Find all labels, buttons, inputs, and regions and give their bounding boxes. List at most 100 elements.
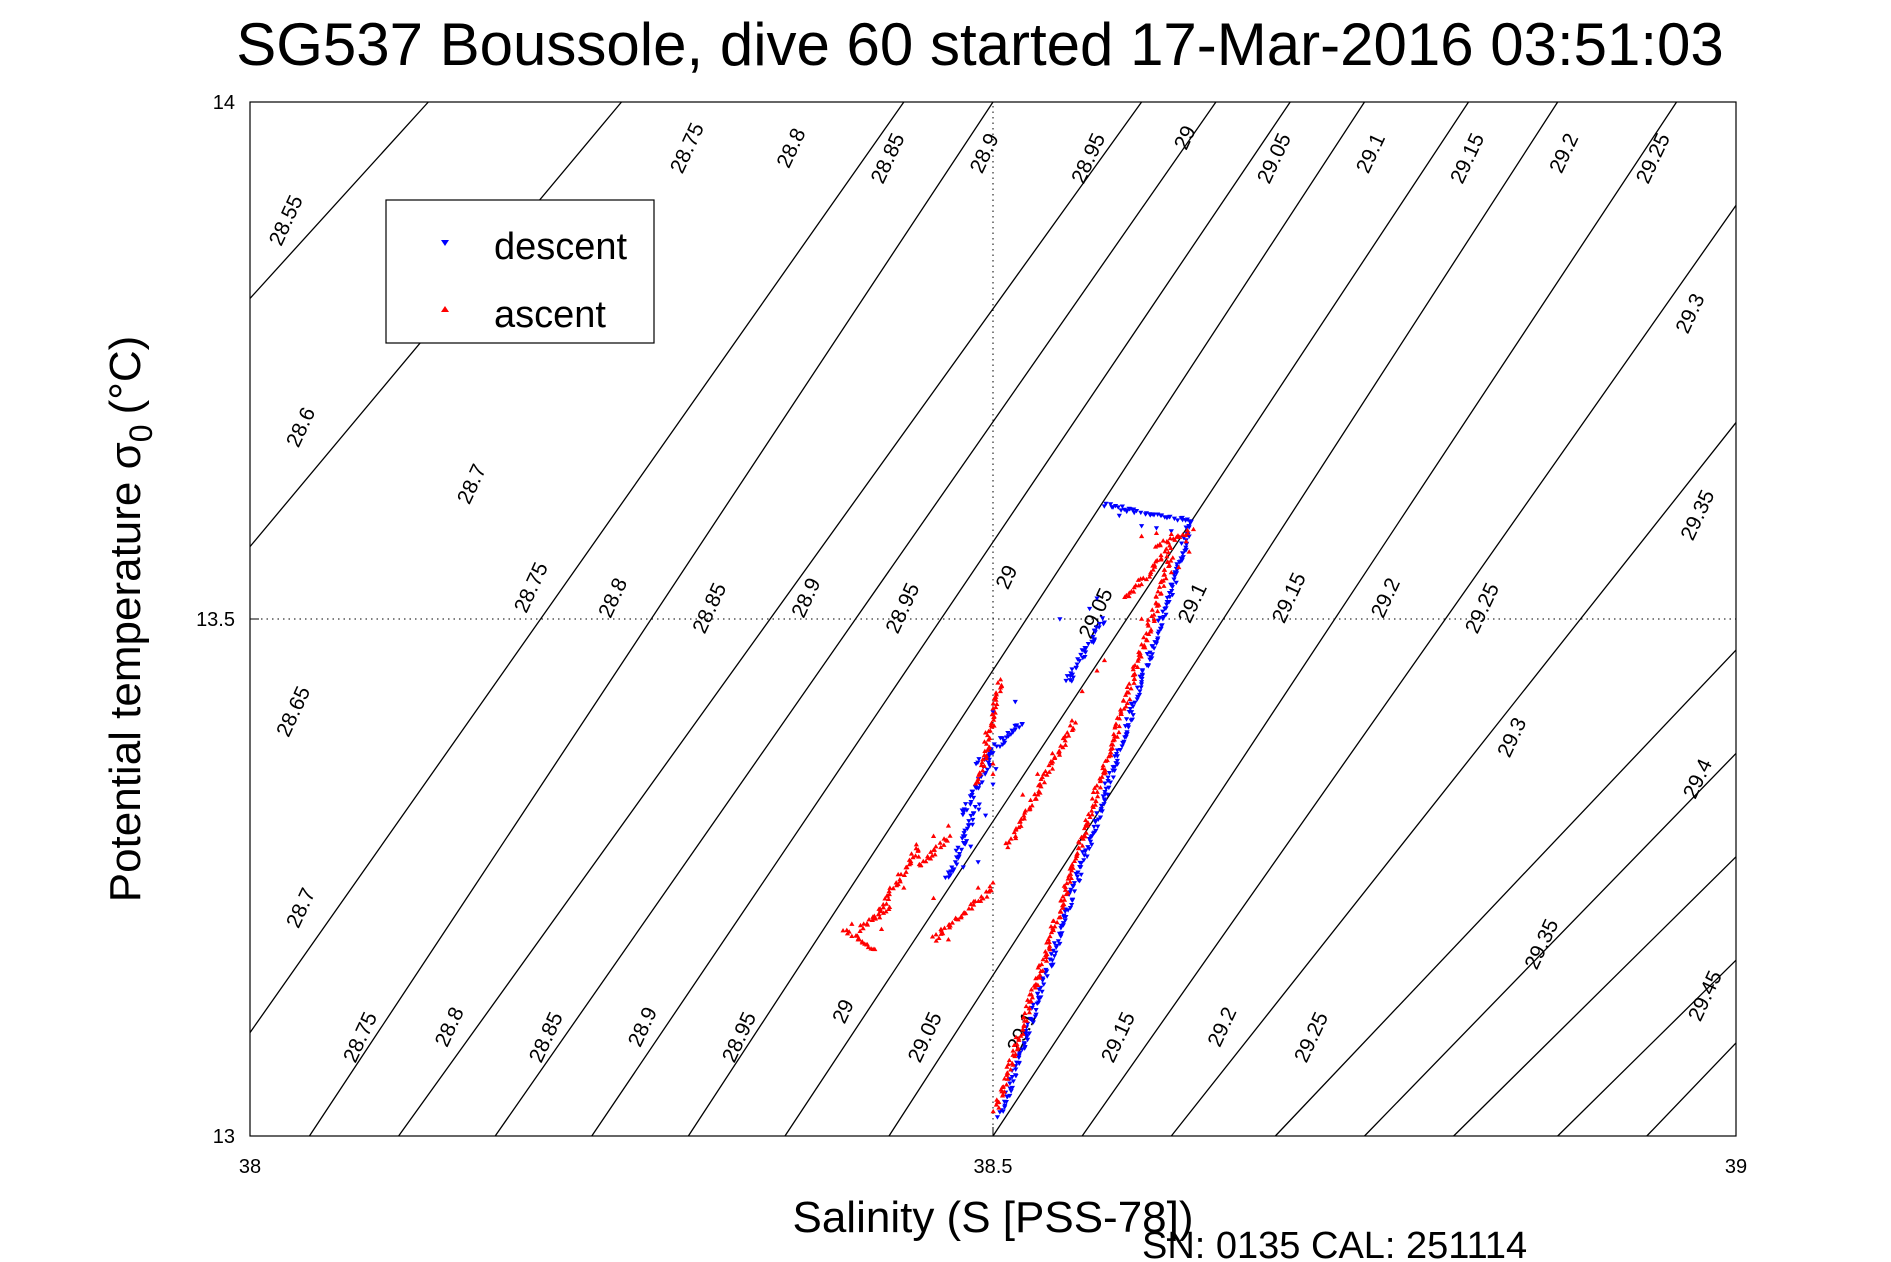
data-point-descent [1180, 555, 1186, 560]
data-point-ascent [1060, 905, 1066, 910]
data-point-descent [1055, 939, 1061, 944]
data-point-descent [1099, 616, 1106, 621]
data-series [840, 501, 1197, 1120]
data-point-ascent [1026, 1006, 1033, 1011]
data-point-descent [945, 870, 952, 875]
data-point-ascent [1100, 769, 1107, 775]
data-point-ascent [1009, 1060, 1015, 1066]
data-point-descent [1035, 991, 1041, 997]
data-point-ascent [1037, 781, 1043, 786]
data-point-ascent [1116, 723, 1122, 729]
data-point-descent [1070, 884, 1077, 889]
data-point-ascent [955, 917, 961, 922]
data-point-ascent [1154, 608, 1161, 614]
data-point-ascent [1151, 562, 1158, 567]
data-point-ascent [1062, 733, 1068, 739]
data-point-ascent [1062, 738, 1068, 743]
data-point-descent [1166, 600, 1172, 605]
isopycnal-label: 29.2 [1203, 1004, 1241, 1051]
data-point-descent [1016, 1060, 1022, 1066]
data-point-descent [1138, 680, 1145, 685]
data-point-ascent [977, 770, 983, 775]
data-point-ascent [1176, 564, 1182, 570]
data-point-ascent [949, 920, 955, 925]
data-point-ascent [916, 854, 922, 859]
data-point-descent [1082, 645, 1088, 651]
data-point-ascent [906, 857, 913, 862]
data-point-descent [1174, 518, 1181, 523]
data-point-descent [1007, 1081, 1013, 1086]
data-point-ascent [1062, 887, 1069, 892]
data-point-ascent [1076, 845, 1082, 850]
data-point-ascent [886, 888, 892, 894]
data-point-ascent [1056, 752, 1063, 757]
data-point-descent [1071, 889, 1078, 894]
data-point-ascent [1114, 734, 1120, 739]
data-point-ascent [937, 840, 943, 845]
data-point-descent [1103, 786, 1109, 792]
data-point-descent [958, 847, 965, 853]
data-point-descent [1117, 747, 1123, 753]
data-point-descent [1178, 541, 1185, 546]
data-point-descent [1048, 952, 1054, 957]
isopycnal-line [1646, 1042, 1737, 1137]
isopycnal-label: 28.85 [867, 130, 910, 187]
data-point-ascent [856, 936, 862, 942]
data-point-descent [968, 799, 974, 805]
data-point-ascent [975, 776, 981, 781]
data-point-descent [1138, 685, 1144, 690]
data-point-ascent [1060, 894, 1066, 899]
data-point-ascent [958, 913, 964, 919]
data-point-ascent [1079, 688, 1085, 694]
data-point-ascent [1151, 612, 1157, 617]
data-point-ascent [1144, 637, 1150, 643]
data-point-ascent [1093, 798, 1099, 804]
data-point-descent [1163, 606, 1169, 611]
data-point-descent [1166, 591, 1173, 596]
data-point-ascent [1036, 962, 1042, 968]
axis-ticks: 38 38.5 39 13 13.5 14 [196, 92, 1747, 1178]
isopycnal-label: 29.2 [1367, 575, 1405, 622]
data-point-ascent [882, 896, 888, 901]
data-point-ascent [860, 925, 866, 931]
isopycnal-label: 29 [828, 996, 859, 1027]
data-point-descent [1077, 865, 1083, 870]
data-point-descent [962, 828, 968, 834]
data-point-ascent [1028, 797, 1034, 803]
data-point-descent [1149, 652, 1155, 657]
isopycnal-label: 29.1 [1352, 130, 1390, 177]
data-point-ascent [990, 1108, 996, 1114]
data-point-descent [1131, 507, 1137, 512]
data-point-ascent [1013, 826, 1019, 831]
data-point-descent [1112, 768, 1118, 774]
data-point-ascent [1175, 533, 1181, 538]
data-point-ascent [1026, 1009, 1033, 1015]
data-point-descent [960, 812, 966, 818]
data-point-ascent [1016, 824, 1022, 830]
data-point-descent [1082, 849, 1088, 854]
data-point-ascent [1156, 602, 1162, 607]
data-point-ascent [1003, 1082, 1010, 1087]
data-point-ascent [1040, 968, 1046, 973]
data-point-descent [1017, 1050, 1023, 1056]
data-point-descent [1173, 580, 1179, 586]
data-point-descent [1144, 663, 1150, 668]
data-point-descent [955, 845, 961, 851]
data-point-ascent [1039, 774, 1045, 780]
isopycnal-label: 29.2 [1545, 130, 1583, 177]
isopycnal-label: 29 [992, 562, 1023, 593]
y-axis-label: Potential temperature σ0 (°C) [101, 336, 159, 903]
data-point-ascent [1094, 668, 1100, 673]
data-point-ascent [1038, 784, 1044, 789]
data-point-ascent [981, 739, 988, 744]
isopycnal-line [1453, 856, 1737, 1137]
data-point-ascent [1143, 630, 1149, 636]
data-point-ascent [982, 730, 989, 735]
data-point-ascent [1000, 1091, 1006, 1097]
data-point-ascent [1021, 813, 1027, 818]
isopycnal-line [249, 101, 905, 1033]
data-point-descent [1054, 943, 1060, 949]
data-point-descent [1115, 505, 1121, 510]
data-point-ascent [1092, 802, 1098, 807]
data-point-ascent [1071, 858, 1078, 863]
